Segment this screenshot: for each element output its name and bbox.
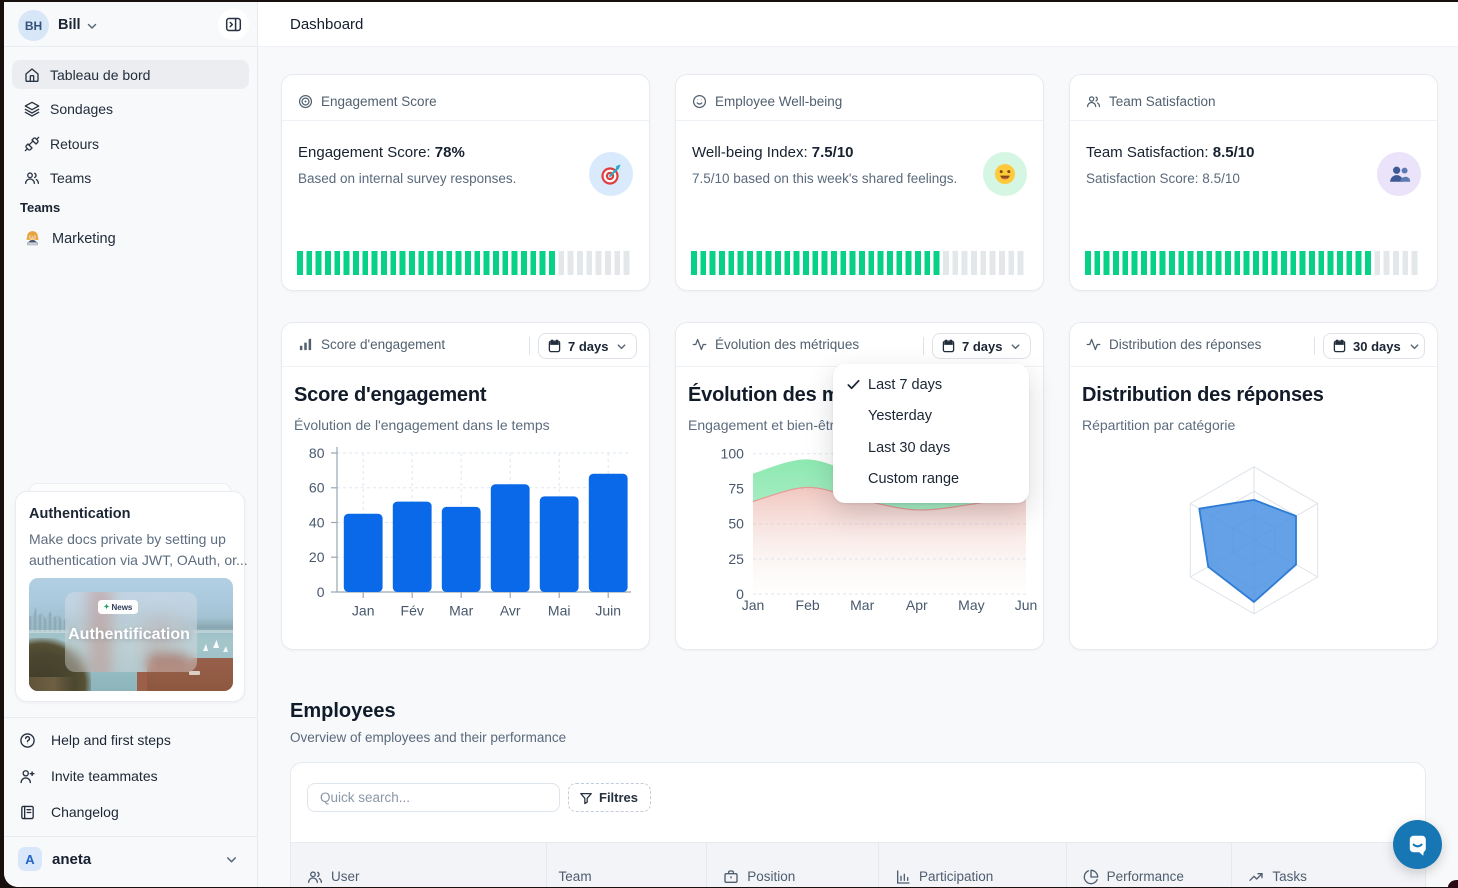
svg-text:Feb: Feb <box>796 597 820 613</box>
svg-text:Apr: Apr <box>906 597 928 613</box>
svg-text:80: 80 <box>309 445 325 461</box>
svg-text:Avr: Avr <box>500 603 521 619</box>
svg-text:Jan: Jan <box>352 603 375 619</box>
svg-text:Jan: Jan <box>742 597 765 613</box>
svg-text:60: 60 <box>309 480 325 496</box>
svg-text:40: 40 <box>309 514 325 530</box>
svg-text:20: 20 <box>309 549 325 565</box>
svg-text:Juin: Juin <box>595 603 621 619</box>
svg-text:May: May <box>958 597 984 613</box>
svg-text:25: 25 <box>728 551 744 567</box>
svg-text:0: 0 <box>736 586 744 602</box>
svg-text:75: 75 <box>728 481 744 497</box>
svg-text:Fév: Fév <box>401 603 424 619</box>
svg-text:Mar: Mar <box>850 597 874 613</box>
svg-text:Jun: Jun <box>1015 597 1038 613</box>
svg-text:0: 0 <box>317 584 325 600</box>
svg-text:100: 100 <box>721 446 745 462</box>
svg-text:50: 50 <box>728 516 744 532</box>
svg-text:Mar: Mar <box>449 603 473 619</box>
svg-text:Mai: Mai <box>548 603 571 619</box>
